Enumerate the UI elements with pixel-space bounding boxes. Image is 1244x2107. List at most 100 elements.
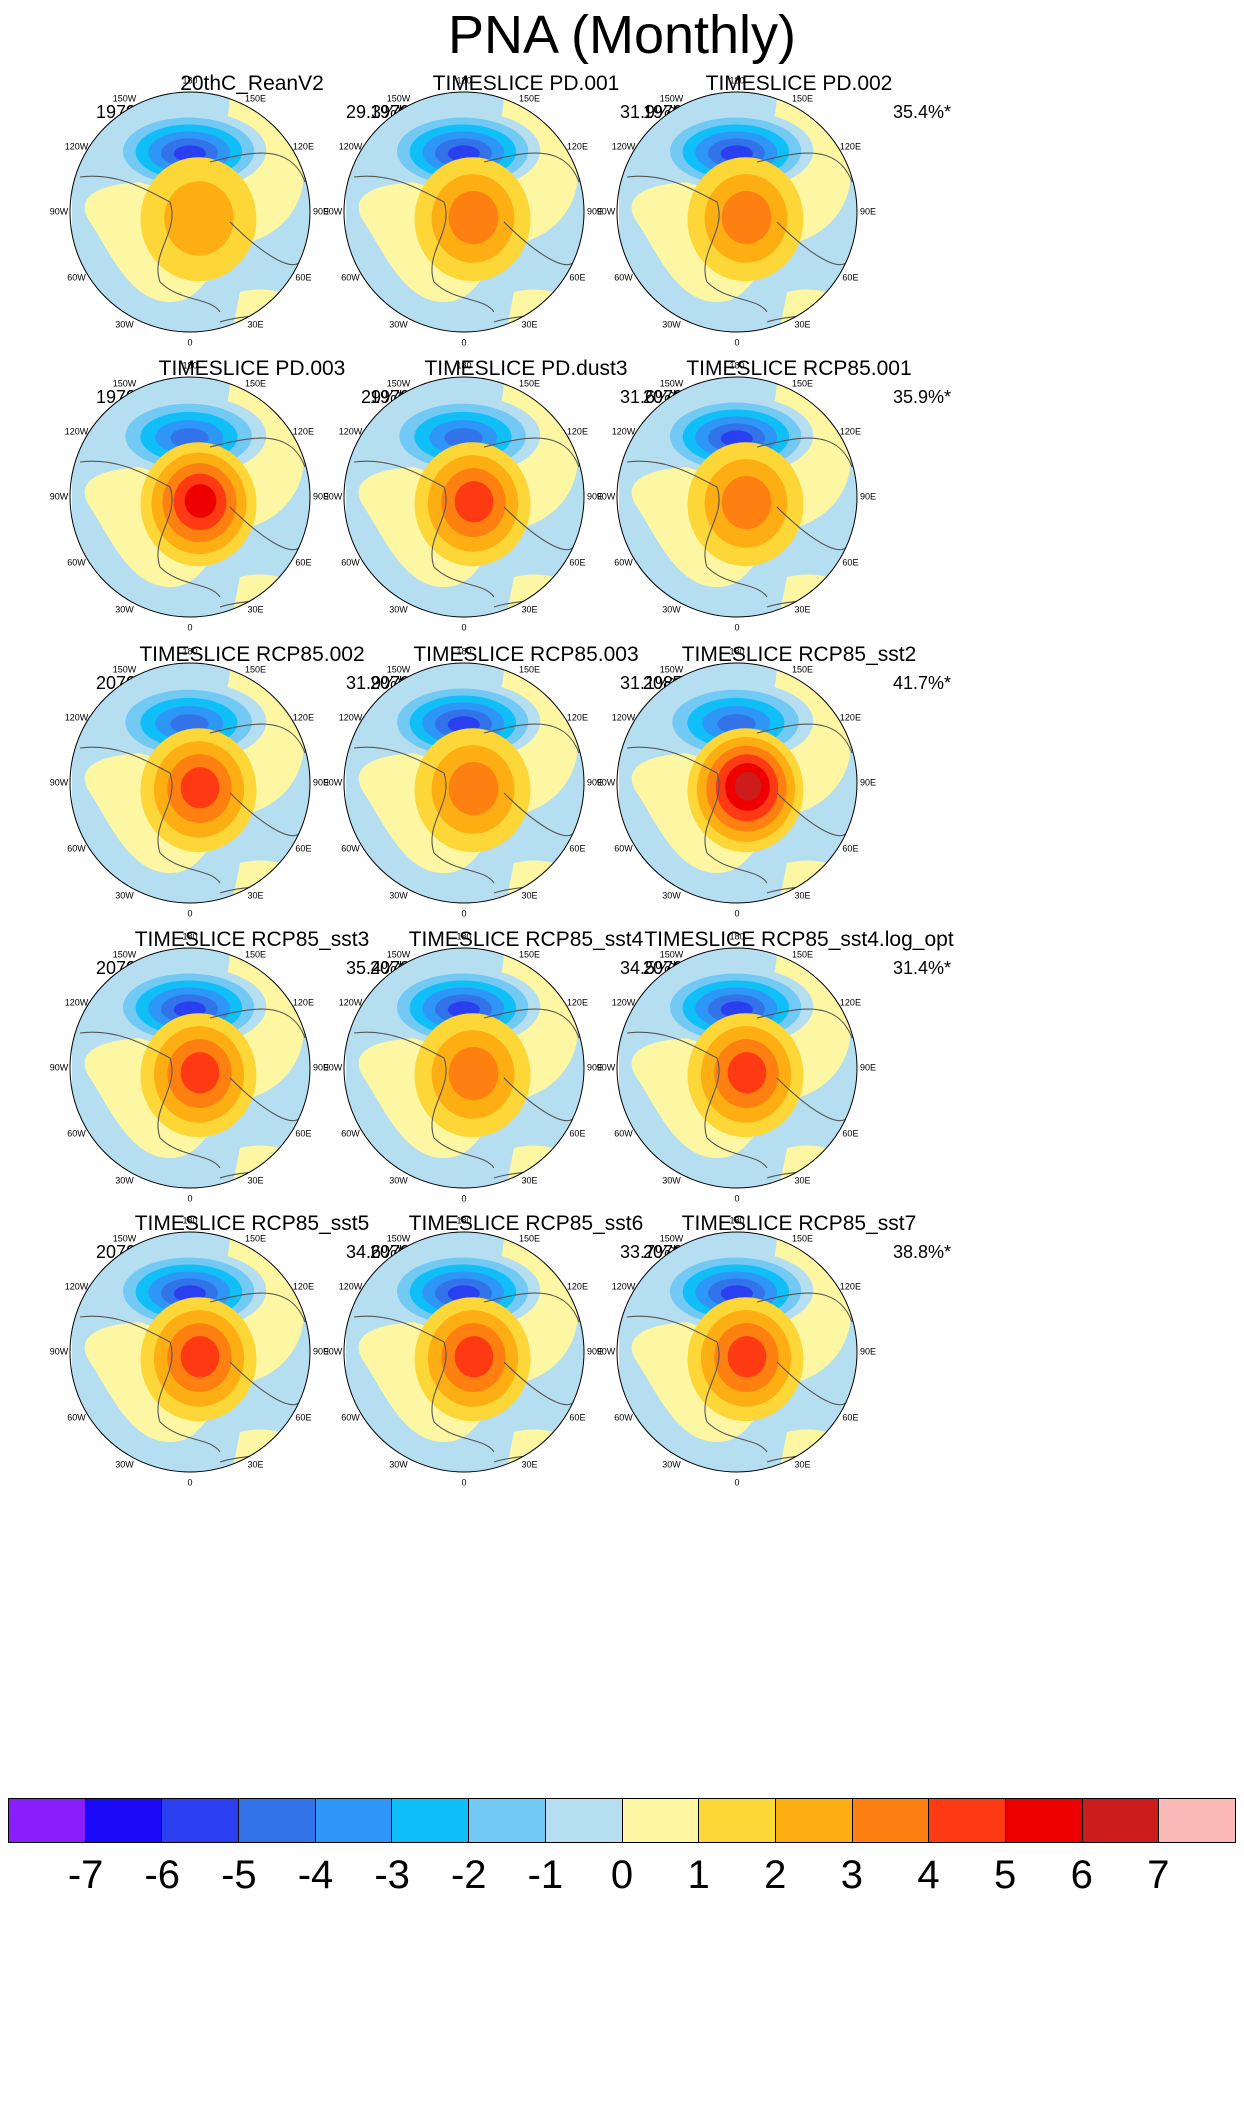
longitude-label: 90W [49,1062,69,1073]
positive-contour [448,191,499,245]
longitude-label: 30E [521,604,538,615]
longitude-label: 150W [659,93,684,104]
coastline [157,772,173,854]
polar-map [343,1231,585,1473]
panel-title: TIMESLICE RCP85_sst5 [134,1212,370,1235]
longitude-label: 30E [521,319,538,330]
colorbar-swatch [9,1799,86,1842]
longitude-label: 90E [586,1062,604,1073]
longitude-label: 120W [338,997,363,1007]
polar-map [616,1231,858,1473]
panel-variance: 35.4%* [345,958,404,978]
coastline [704,1341,720,1423]
map-panel: TIMESLICE PD.0011979-201231.9%*180150E12… [324,72,706,432]
longitude-label: 0 [461,622,467,633]
panel-variance: 35.4%* [892,102,951,122]
longitude-label: 120W [64,426,89,436]
map-panel: TIMESLICE RCP85_sst22087-209941.7%*18015… [597,643,979,1003]
coastline [503,221,575,266]
longitude-label: 60W [341,272,360,282]
positive-contour [454,1336,494,1378]
longitude-label: 150E [518,664,541,675]
panel-title: TIMESLICE PD.003 [158,357,346,380]
coastline [626,1315,718,1343]
map-border [69,376,311,618]
colorbar-tick-label: -5 [221,1853,257,1897]
figure-title: PNA (Monthly) [447,5,797,65]
colorbar-tick-label: 5 [994,1853,1017,1897]
longitude-label: 180 [182,646,198,657]
map-border [343,947,585,1189]
positive-contour [180,1052,220,1094]
positive-contour [448,1047,499,1101]
longitude-label: 90W [596,206,616,217]
map-border [69,1231,311,1473]
map-panel: TIMESLICE RCP85.0022070-209931.9%*180150… [50,643,432,1003]
coastline [483,1292,580,1323]
coastline [157,1057,173,1139]
longitude-label: 150W [386,664,411,675]
longitude-label: 90E [859,491,877,502]
longitude-label: 90E [859,777,877,788]
longitude-label: 30W [389,604,408,615]
longitude-label: 60W [614,272,633,282]
longitude-label: 150W [386,1233,411,1244]
map-panel: TIMESLICE RCP85_sst42070-209934.5%*18015… [324,928,706,1288]
longitude-label: 30W [115,604,134,615]
longitude-label: 120W [338,1281,363,1291]
colorbar-tick-label: -2 [450,1853,487,1897]
longitude-label: 60E [569,843,586,853]
coastline [353,1031,445,1059]
longitude-label: 30E [794,1459,811,1470]
longitude-label: 120W [64,712,89,722]
positive-region [777,574,857,617]
longitude-label: 90W [596,1062,616,1073]
coastline [776,506,848,551]
longitude-label: 60E [569,272,586,282]
panel-title: TIMESLICE RCP85_sst4.log_opt [644,928,954,951]
coastline [159,281,221,313]
map-panel: TIMESLICE RCP85_sst4.log_opt2070-209931.… [597,928,979,1288]
panel-title: TIMESLICE RCP85_sst7 [681,1212,917,1235]
longitude-label: 90W [49,491,69,502]
positive-contour [454,481,494,523]
longitude-label: 30E [247,1459,264,1470]
longitude-label: 30E [521,1175,538,1186]
coastline [353,460,445,488]
coastline [209,1292,306,1323]
longitude-label: 0 [461,1193,467,1204]
longitude-label: 60E [295,272,312,282]
positive-contour [180,1336,220,1378]
coastline [159,852,221,884]
map-border [616,91,858,333]
colorbar-tick-label: 0 [610,1853,634,1897]
longitude-label: 120E [566,712,588,722]
longitude-label: 30W [662,1175,681,1186]
longitude-label: 0 [461,1477,467,1488]
coastline [229,506,301,551]
positive-contour [184,484,217,518]
coastline [776,1361,848,1406]
positive-contour [721,476,772,530]
longitude-label: 0 [734,908,740,919]
map-panel: TIMESLICE RCP85_sst72070-209938.8%*18015… [597,1212,979,1572]
longitude-label: 150E [244,93,267,104]
longitude-label: 30W [662,1459,681,1470]
positive-contour [180,767,220,809]
coastline [353,746,445,774]
longitude-label: 0 [187,1477,193,1488]
longitude-label: 30E [247,890,264,901]
longitude-label: 150E [791,1233,814,1244]
coastline [353,1315,445,1343]
coastline [431,1057,447,1139]
polar-map [616,947,858,1189]
colorbar-swatch [545,1799,623,1842]
panel-title: 20thC_ReanV2 [180,72,324,95]
colorbar-swatch [85,1799,163,1842]
colorbar-swatch [469,1799,546,1842]
coastline [157,486,173,568]
longitude-label: 30W [662,604,681,615]
longitude-label: 180 [182,75,198,86]
colorbar-tick-label: -4 [297,1853,334,1897]
map-border [616,1231,858,1473]
